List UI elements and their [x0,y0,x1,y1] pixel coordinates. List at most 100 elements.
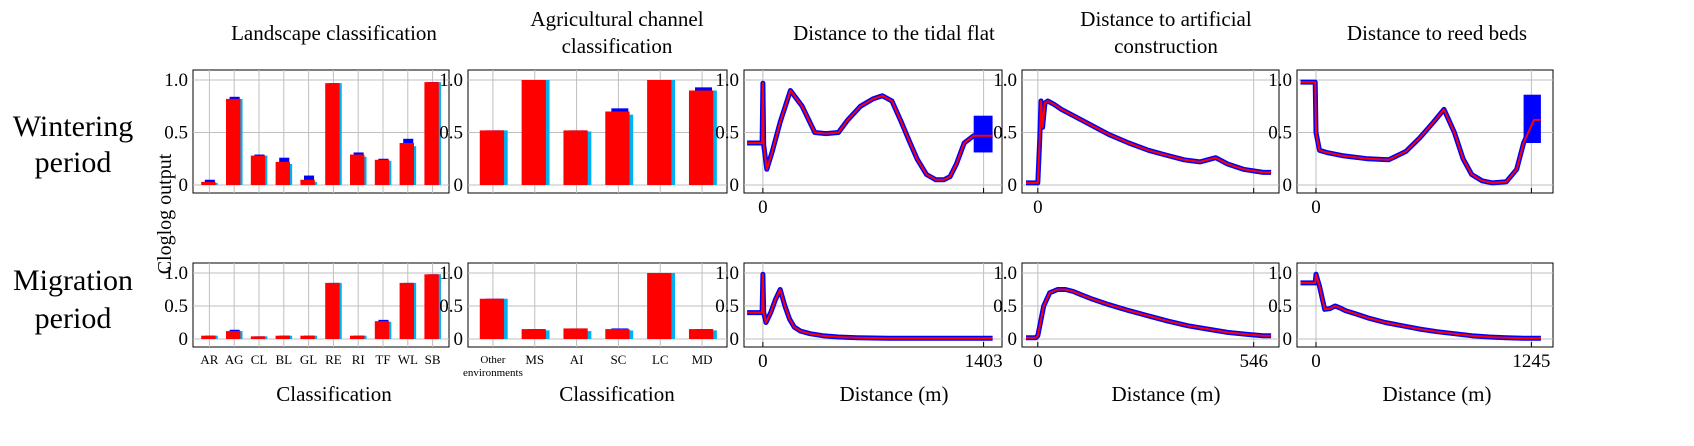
y-tick-label: 1.0 [993,70,1017,91]
bar [201,335,216,339]
y-tick-label: 1.0 [164,263,188,284]
x-tick-label: 0 [1311,351,1321,372]
bar [250,155,266,185]
y-tick-label: 0 [1283,329,1293,350]
bar [521,80,546,185]
bar [424,274,439,339]
x-tick-label: AG [225,352,244,367]
panel: 0 0.5 1.0 0 [715,69,1003,218]
panel: 0 0.5 1.0 0 1403 [715,262,1003,372]
panel: 0 0.5 1.0 0 546 [993,262,1280,372]
row-label: period [35,146,112,179]
y-tick-label: 0 [179,175,189,196]
x-tick-label: LC [652,352,669,367]
y-tick-label: 0.5 [715,296,739,317]
bar [250,336,266,339]
panel: 0 0.5 1.0 AR AG CL BL GL RE RI TF WL SB [164,262,450,367]
x-tick-label: TF [375,352,390,367]
x-tick-label: 0 [1033,351,1043,372]
column-title: Distance to reed beds [1347,21,1527,45]
x-tick-label: 0 [758,197,768,218]
bar [399,143,414,185]
bar [325,83,340,185]
y-tick-label: 1.0 [1268,263,1292,284]
x-tick-label: RE [325,352,342,367]
y-tick-label: 0 [454,175,464,196]
x-axis-label: Distance (m) [839,382,948,406]
bar [688,90,714,185]
y-tick-label: 1.0 [1268,70,1292,91]
x-tick-label: environments [463,367,523,379]
bar [350,335,365,339]
y-tick-label: 0.5 [439,123,463,144]
y-tick-label: 0.5 [164,123,188,144]
column-title: Landscape classification [231,21,437,45]
series-line [1300,81,1541,184]
row-label: period [35,302,112,335]
y-tick-label: 1.0 [439,263,463,284]
y-tick-label: 1.0 [164,70,188,91]
x-tick-label: SC [610,352,626,367]
x-tick-label: GL [300,352,317,367]
y-tick-label: 0.5 [993,296,1017,317]
bar [275,161,290,185]
bar [226,331,241,339]
bar [300,335,315,339]
series-line [1026,288,1272,339]
panel: 0 0.5 1.0 [439,69,728,196]
column-title: construction [1114,34,1218,58]
bar [374,321,390,339]
plot-frame [1296,262,1554,348]
x-axis-label: Distance (m) [1111,382,1220,406]
panel: 0 0.5 1.0 [164,69,450,196]
bar [226,98,241,185]
bar [325,282,340,339]
series-line [1026,100,1272,184]
row-label: Migration [13,264,133,297]
x-tick-label: 0 [1033,197,1043,218]
x-tick-label: Other [480,354,505,366]
y-tick-label: 0.5 [439,296,463,317]
y-tick-label: 1.0 [993,263,1017,284]
bar [479,130,505,185]
x-axis-label: Classification [276,382,392,406]
panel: 0 0.5 1.0 0 [993,69,1280,218]
y-tick-label: 1.0 [715,70,739,91]
y-tick-label: 0 [730,329,740,350]
row-label: Wintering [13,110,133,143]
x-tick-label: MD [692,352,713,367]
panel: 0 0.5 1.0 0 [1268,69,1554,218]
x-tick-label: CL [251,352,268,367]
x-axis-label: Classification [559,382,675,406]
plot-frame [467,69,728,194]
bar [605,329,630,339]
panel: 0 0.5 1.0 0 1245 [1268,262,1554,372]
x-tick-label: RI [352,352,365,367]
x-tick-label: 0 [758,351,768,372]
bar [521,329,546,339]
bar [479,298,505,339]
plot-frame [1021,69,1280,194]
y-tick-label: 1.0 [439,70,463,91]
y-tick-label: 0 [1008,329,1018,350]
column-title: Distance to artificial [1080,7,1252,31]
y-tick-label: 0.5 [1268,123,1292,144]
y-tick-label: 0.5 [715,123,739,144]
bar [374,159,390,185]
bar [647,80,672,185]
column-title: Agricultural channel [530,7,703,31]
x-tick-label: 1245 [1512,351,1550,372]
x-tick-label: AI [570,352,584,367]
y-tick-label: 0 [179,329,189,350]
plot-frame [467,262,728,348]
y-tick-label: 0.5 [993,123,1017,144]
x-tick-label: MS [525,352,544,367]
x-tick-label: 1403 [965,351,1003,372]
series-line [747,82,993,181]
y-tick-label: 0.5 [1268,296,1292,317]
bar [688,329,714,339]
x-tick-label: WL [398,352,418,367]
y-axis-label: Cloglog output [154,153,176,274]
y-tick-label: 1.0 [715,263,739,284]
